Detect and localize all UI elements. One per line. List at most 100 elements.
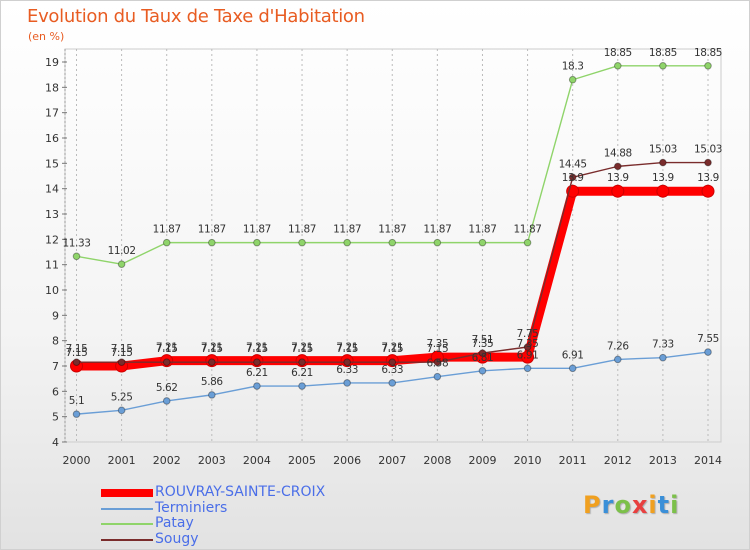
y-tick-label: 11: [45, 259, 59, 272]
data-label: 5.1: [69, 395, 85, 407]
x-tick-label: 2004: [243, 454, 271, 467]
y-tick-label: 9: [52, 309, 59, 322]
x-tick-label: 2003: [198, 454, 226, 467]
data-label: 7.21: [336, 342, 358, 354]
series-point: [388, 358, 397, 367]
data-label: 11.87: [153, 224, 181, 236]
data-label: 6.21: [291, 367, 313, 379]
data-label: 7.51: [472, 334, 494, 346]
y-tick-label: 13: [45, 208, 59, 221]
series-point: [659, 353, 667, 362]
x-tick-label: 2008: [423, 454, 451, 467]
data-label: 7.75: [517, 328, 539, 340]
series-point: [701, 184, 715, 198]
logo-letter: r: [601, 491, 615, 519]
data-label: 7.15: [156, 343, 178, 355]
series-point: [117, 358, 126, 367]
data-label: 6.81: [472, 352, 494, 364]
y-tick-label: 14: [45, 183, 59, 196]
y-tick-label: 16: [45, 132, 59, 145]
data-label: 7.21: [246, 342, 268, 354]
data-label: 11.87: [288, 224, 316, 236]
x-tick-label: 2012: [604, 454, 632, 467]
data-label: 7.35: [426, 338, 448, 350]
data-label: 7.15: [201, 343, 223, 355]
legend-swatch: [101, 538, 153, 541]
data-label: 7.15: [291, 343, 313, 355]
chart-title: Evolution du Taux de Taxe d'Habitation: [27, 6, 365, 27]
y-tick-label: 4: [52, 436, 59, 449]
series-point: [478, 349, 487, 357]
y-tick-label: 12: [45, 233, 59, 246]
y-tick-label: 17: [45, 107, 59, 120]
data-label: 13.9: [607, 172, 629, 184]
data-label: 11.87: [468, 224, 496, 236]
data-label: 15.03: [694, 144, 722, 156]
logo-letter: i: [670, 491, 680, 519]
data-label: 18.3: [562, 61, 584, 73]
series-point: [343, 379, 351, 387]
data-label: 13.9: [652, 172, 674, 184]
x-tick-label: 2005: [288, 454, 316, 467]
data-label: 11.33: [62, 237, 90, 249]
data-label: 7.15: [66, 343, 88, 355]
x-tick-label: 2001: [108, 454, 136, 467]
data-label: 7.21: [201, 342, 223, 354]
series-point: [568, 75, 577, 84]
data-label: 7.35: [517, 338, 539, 350]
logo-letter: x: [631, 491, 649, 519]
y-tick-label: 18: [45, 81, 59, 94]
data-label: 5.86: [201, 376, 223, 388]
data-label: 7.15: [111, 343, 133, 355]
proxiti-logo: Proxiti: [583, 491, 679, 519]
series-point: [433, 372, 442, 381]
series-point: [388, 379, 397, 387]
data-label: 6.33: [336, 364, 358, 376]
data-label: 7.55: [697, 333, 719, 345]
series-point: [208, 358, 216, 367]
series-point: [298, 382, 306, 390]
data-label: 7.15: [336, 343, 358, 355]
y-tick-label: 6: [52, 385, 59, 398]
series-point: [253, 358, 261, 367]
series-point: [659, 158, 667, 167]
series-point: [478, 367, 487, 375]
series-point: [704, 62, 712, 70]
series-point: [613, 62, 622, 70]
series-point: [298, 358, 306, 367]
x-tick-label: 2000: [63, 454, 91, 467]
data-label: 7.15: [381, 343, 403, 355]
series-point: [656, 184, 670, 198]
data-label: 7.21: [156, 342, 178, 354]
legend-swatch: [101, 507, 153, 510]
series-point: [162, 238, 171, 247]
data-label: 5.62: [156, 382, 178, 394]
data-label: 11.87: [378, 224, 406, 236]
series-point: [523, 364, 532, 373]
x-tick-label: 2007: [378, 454, 406, 467]
data-label: 18.85: [649, 47, 677, 59]
x-tick-label: 2006: [333, 454, 361, 467]
x-tick-label: 2009: [468, 454, 496, 467]
series-point: [208, 391, 216, 399]
data-label: 5.25: [111, 391, 133, 403]
data-label: 14.45: [559, 158, 587, 170]
series-point: [478, 238, 487, 247]
series-point: [521, 350, 535, 364]
data-label: 11.87: [514, 224, 542, 236]
data-label: 15.03: [649, 144, 677, 156]
y-tick-label: 15: [45, 157, 59, 170]
data-label: 14.88: [604, 147, 632, 159]
series-point: [388, 238, 397, 247]
data-label: 7.35: [472, 338, 494, 350]
data-label: 18.85: [694, 47, 722, 59]
data-label: 7.15: [66, 347, 88, 359]
line-chart: 2000 2001 2002 2003 2004 2005 2006 2007 2008 2009…: [45, 47, 722, 467]
chart-unit: (en %): [28, 30, 65, 43]
legend-swatch: [101, 489, 153, 497]
series-point: [568, 364, 577, 373]
data-label: 11.02: [108, 245, 136, 257]
legend-label: ROUVRAY-SAINTE-CROIX: [155, 484, 326, 500]
legend-label: Sougy: [155, 530, 199, 547]
